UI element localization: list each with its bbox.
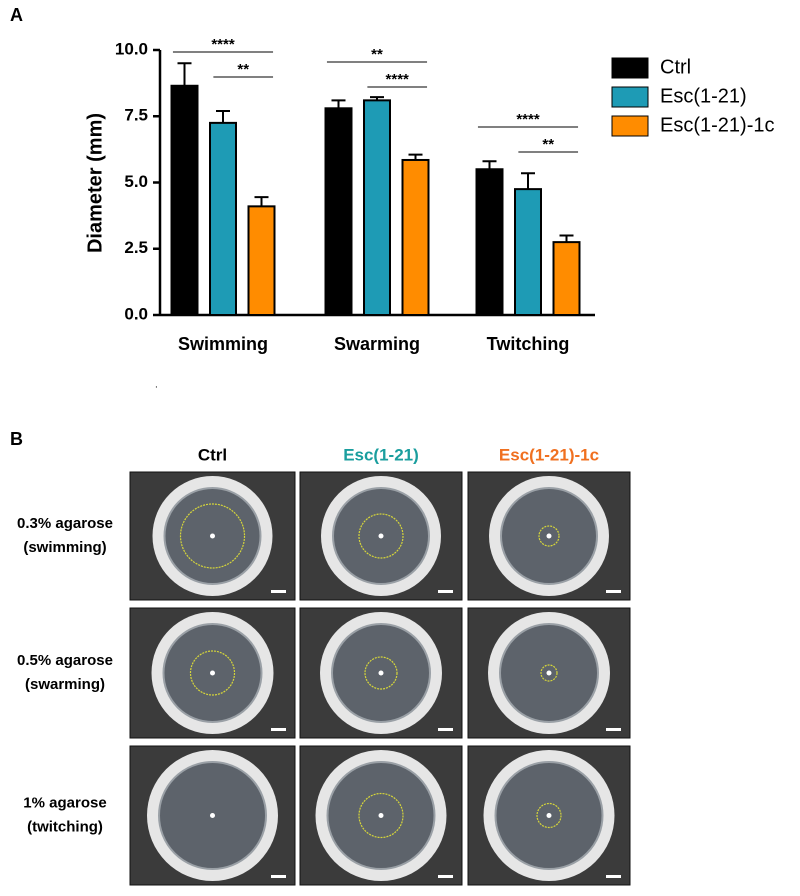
row-label: (swarming): [25, 676, 105, 693]
y-tick-label: 0.0: [124, 304, 148, 323]
legend-swatch: [611, 57, 649, 79]
column-header: Esc(1-21)-1c: [499, 445, 599, 464]
error-bar: [216, 109, 230, 123]
y-tick-label: 7.5: [124, 106, 148, 125]
panel-label: B: [10, 429, 23, 449]
panel-label: A: [10, 5, 23, 25]
swim-zone: [540, 664, 558, 682]
error-bar: [177, 62, 192, 86]
error-bar: [408, 153, 423, 160]
significance-label: ****: [211, 36, 235, 53]
swim-zone: [358, 792, 404, 839]
inoculation-point: [378, 813, 384, 818]
x-tick-label: Twitching: [487, 334, 570, 354]
error-bar: [559, 234, 574, 243]
scale-bar: [438, 728, 453, 731]
scale-bar: [438, 590, 453, 593]
bar: [475, 168, 504, 316]
inoculation-point: [546, 533, 552, 539]
column-header: Ctrl: [198, 445, 227, 464]
error-bar: [521, 172, 535, 190]
significance-label: **: [237, 61, 249, 78]
significance-label: **: [542, 136, 554, 153]
swim-zone: [358, 513, 404, 559]
inoculation-point: [378, 533, 384, 539]
scale-bar: [606, 875, 621, 878]
row-label: 0.5% agarose: [17, 652, 113, 669]
scale-bar: [271, 728, 286, 731]
inoculation-point: [546, 670, 552, 676]
dot: .: [155, 380, 158, 391]
bar: [363, 99, 391, 316]
bar: [209, 121, 237, 316]
legend-label: Ctrl: [660, 56, 691, 78]
scale-bar: [606, 728, 621, 731]
bar: [170, 84, 199, 317]
column-header: Esc(1-21): [343, 445, 419, 464]
scale-bar: [271, 875, 286, 878]
y-tick-label: 5.0: [124, 172, 148, 191]
bar: [324, 107, 353, 316]
row-label: 0.3% agarose: [17, 515, 113, 532]
y-axis-label: Diameter (mm): [84, 113, 106, 253]
error-bar: [254, 196, 269, 207]
legend-label: Esc(1-21): [660, 85, 747, 107]
swim-zone: [189, 650, 236, 696]
inoculation-point: [546, 813, 552, 818]
x-tick-label: Swimming: [178, 334, 268, 354]
significance-label: **: [371, 46, 383, 63]
error-bar: [331, 99, 346, 109]
inoculation-point: [210, 670, 215, 676]
row-label: (twitching): [27, 818, 103, 835]
legend-label: Esc(1-21)-1c: [660, 114, 774, 136]
inoculation-point: [210, 533, 215, 539]
row-label: 1% agarose: [23, 794, 106, 811]
inoculation-point: [378, 670, 384, 676]
swim-zone: [179, 503, 246, 569]
row-label: (swimming): [23, 539, 106, 556]
y-tick-label: 2.5: [124, 238, 148, 257]
significance-label: ****: [386, 71, 410, 88]
error-bar: [370, 96, 384, 101]
scale-bar: [271, 590, 286, 593]
scale-bar: [606, 590, 621, 593]
scale-bar: [438, 875, 453, 878]
bar: [514, 188, 542, 316]
swim-zone: [364, 656, 398, 690]
error-bar: [482, 160, 497, 170]
bar: [401, 158, 430, 316]
x-tick-label: Swarming: [334, 334, 420, 354]
inoculation-point: [210, 813, 215, 818]
y-tick-label: 10.0: [115, 39, 148, 58]
legend-swatch: [611, 86, 649, 108]
legend-swatch: [611, 115, 649, 137]
swim-zone: [536, 802, 562, 829]
bar: [247, 205, 276, 317]
significance-label: ****: [516, 111, 540, 128]
swim-zone: [538, 525, 560, 547]
bar: [552, 241, 581, 316]
